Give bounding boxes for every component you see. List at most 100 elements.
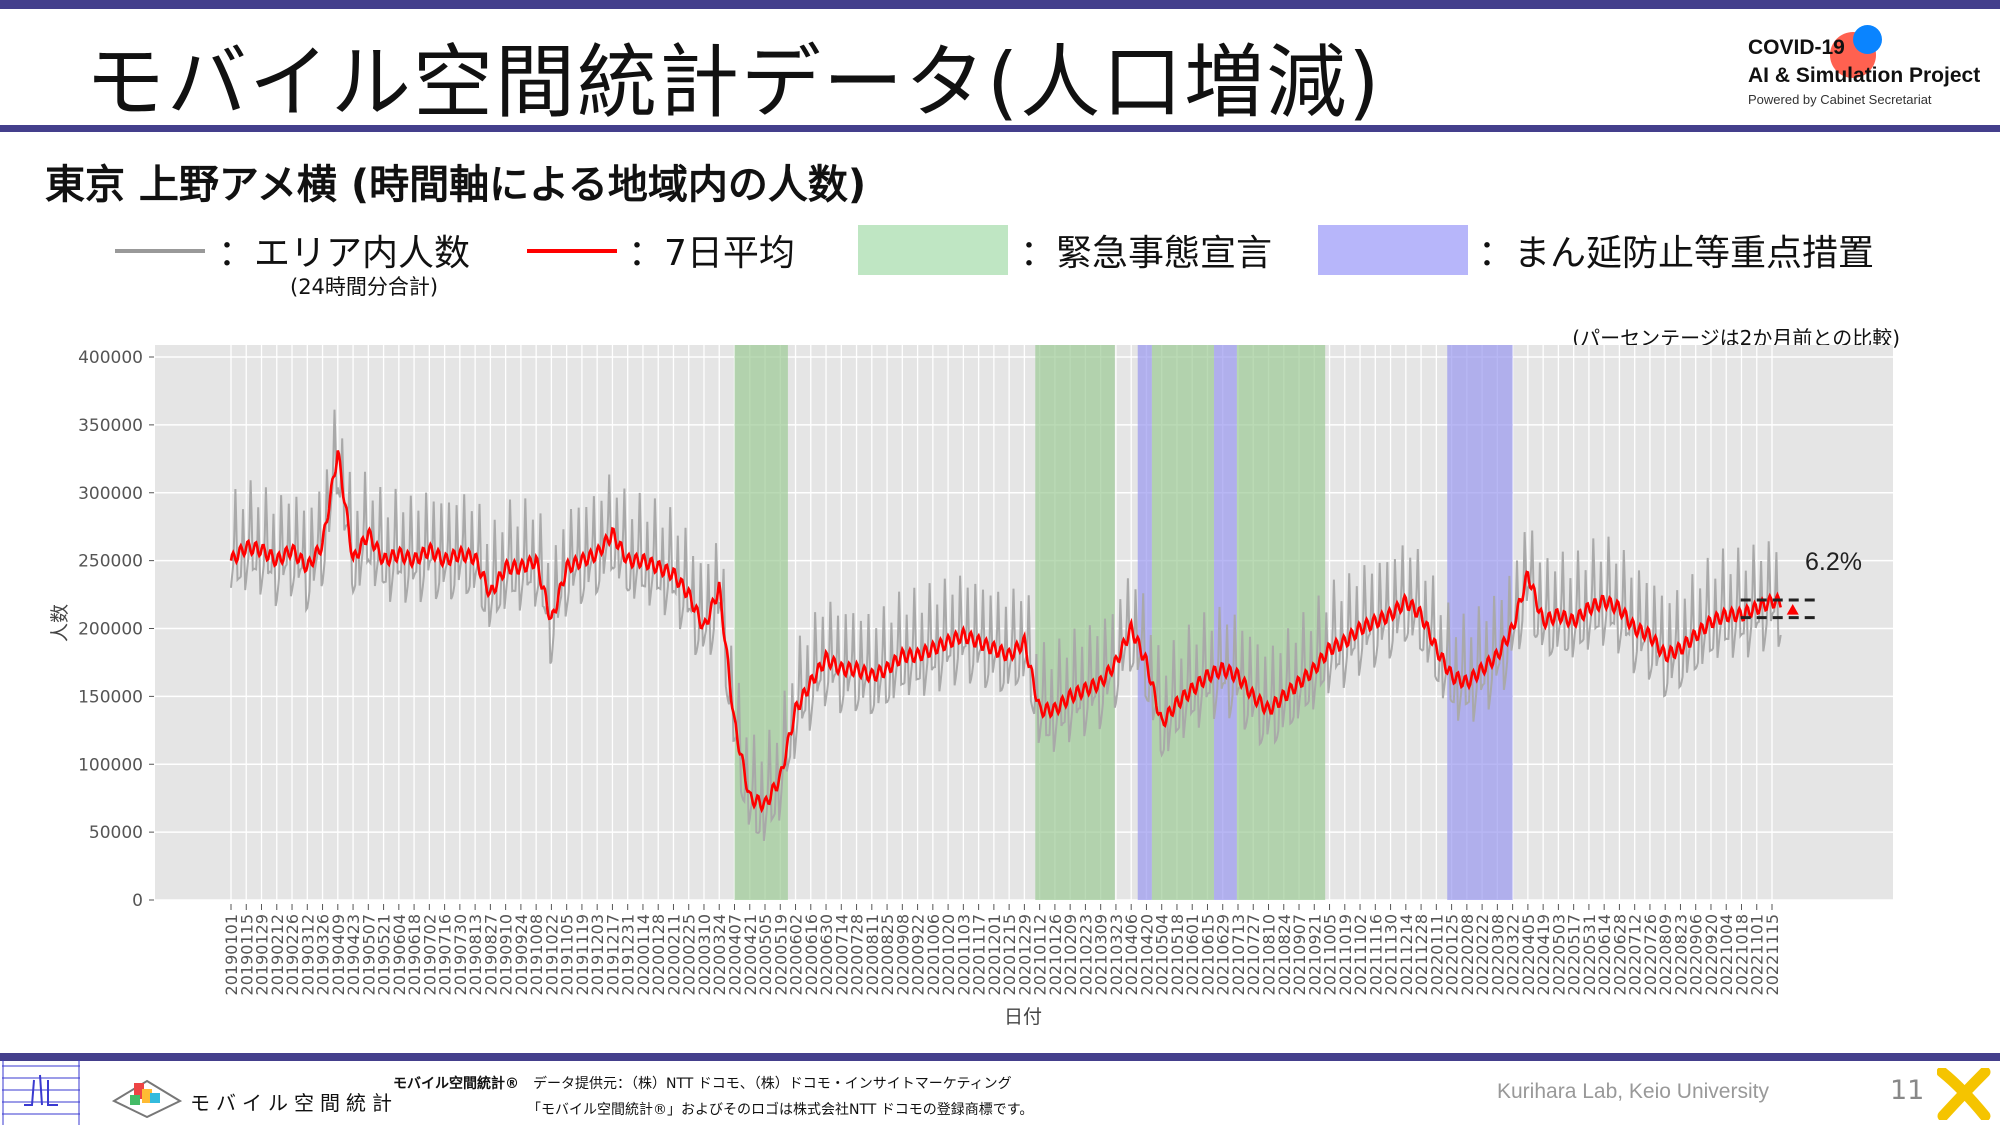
- top-bar: [0, 0, 2000, 9]
- y-tick-label: 50000: [89, 823, 143, 843]
- x-tick-label: 20210727: [1244, 914, 1263, 995]
- page-number: 11: [1890, 1075, 1925, 1106]
- footer-brand: モバイル空間統計: [190, 1091, 398, 1115]
- x-tick-label: 20200407: [725, 914, 744, 995]
- legend-area-label: ：エリア内人数: [218, 233, 471, 274]
- x-tick-label: 20200421: [741, 914, 760, 995]
- increase-arrow-icon: [1786, 603, 1799, 615]
- x-tick-label: 20210921: [1305, 914, 1324, 995]
- x-tick-label: 20200310: [695, 914, 714, 995]
- x-tick-label: 20210323: [1107, 914, 1126, 995]
- logo-line2: AI & Simulation Project: [1748, 64, 1981, 87]
- x-tick-label: 20190212: [268, 914, 287, 995]
- x-tick-label: 20220125: [1443, 914, 1462, 995]
- x-tick-label: 20211214: [1397, 914, 1416, 995]
- x-tick-label: 20220517: [1565, 914, 1584, 995]
- x-tick-label: 20210601: [1183, 914, 1202, 995]
- x-tick-label: 20200114: [634, 914, 653, 995]
- x-tick-label: 20191022: [542, 914, 561, 995]
- x-tick-label: 20210824: [1275, 914, 1294, 995]
- x-tick-label: 20191231: [619, 914, 638, 995]
- header-divider: [0, 125, 2000, 132]
- x-tick-label: 20220628: [1610, 914, 1629, 995]
- x-tick-label: 20200825: [878, 914, 897, 995]
- x-tick-label: 20200616: [802, 914, 821, 995]
- x-tick-label: 20190507: [359, 914, 378, 995]
- x-tick-label: 20191217: [603, 914, 622, 995]
- series-area-population: [230, 409, 1782, 842]
- x-tick-label: 20220222: [1473, 914, 1492, 995]
- x-tick-label: 20190129: [253, 914, 272, 995]
- x-tick-label: 20210907: [1290, 914, 1309, 995]
- shaded-period-emergency: [1035, 345, 1115, 900]
- y-tick-label: 150000: [78, 687, 143, 707]
- x-tick-label: 20211228: [1412, 914, 1431, 995]
- x-tick-label: 20221018: [1732, 914, 1751, 995]
- x-tick-label: 20221004: [1717, 914, 1736, 995]
- y-tick-label: 0: [132, 891, 143, 911]
- x-tick-label: 20200922: [909, 914, 928, 995]
- x-tick-label: 20190827: [481, 914, 500, 995]
- x-tick-label: 20200211: [664, 914, 683, 995]
- footer-provider: データ提供元：（株）NTT ドコモ、（株）ドコモ・インサイトマーケティング: [533, 1076, 1012, 1092]
- y-tick-label: 250000: [78, 552, 143, 572]
- legend-avg-label: ：7日平均: [628, 233, 795, 274]
- x-tick-label: 20220726: [1641, 914, 1660, 995]
- project-logo: COVID-19 AI & Simulation Project: [1748, 34, 1980, 90]
- x-tick-label: 20190604: [390, 914, 409, 995]
- x-tick-label: 20211116: [1366, 914, 1385, 995]
- x-tick-label: 20210504: [1153, 914, 1172, 995]
- x-tick-label: 20220712: [1626, 914, 1645, 995]
- x-tick-label: 20190730: [451, 914, 470, 995]
- x-tick-label: 20220322: [1504, 914, 1523, 995]
- x-tick-label: 20210112: [1031, 914, 1050, 995]
- x-tick-label: 20210126: [1046, 914, 1065, 995]
- x-tick-label: 20200225: [680, 914, 699, 995]
- legend-emergency-swatch: [858, 225, 1008, 275]
- x-tick-label: 20190924: [512, 914, 531, 995]
- x-tick-label: 20190409: [329, 914, 348, 995]
- legend-emergency-label: ：緊急事態宣言: [1020, 233, 1273, 274]
- x-tick-label: 20210518: [1168, 914, 1187, 995]
- footer-divider: [0, 1053, 2000, 1061]
- mobile-stats-logo-icon: [112, 1079, 182, 1118]
- lab-logo-icon: [2, 1060, 80, 1125]
- x-tick-label: 20200630: [817, 914, 836, 995]
- x-axis-label: 日付: [1004, 1006, 1042, 1028]
- y-axis-label: 人数: [49, 604, 71, 642]
- logo-line1: COVID-19: [1748, 36, 1845, 59]
- x-tick-label: 20200908: [893, 914, 912, 995]
- x-tick-label: 20220531: [1580, 914, 1599, 995]
- x-tick-label: 20191008: [527, 914, 546, 995]
- y-tick-label: 200000: [78, 620, 143, 640]
- y-tick-label: 350000: [78, 416, 143, 436]
- x-tick-label: 20210420: [1137, 914, 1156, 995]
- x-tick-label: 20191203: [588, 914, 607, 995]
- footer-brand-mark: モバイル空間統計®: [393, 1076, 519, 1092]
- x-tick-label: 20211019: [1336, 914, 1355, 995]
- chart: 6.2% 0 50000 100000 150000 200000 250000 300000…: [49, 345, 1893, 1028]
- series-7day-average: [229, 450, 1782, 814]
- x-tick-label: 20221115: [1763, 914, 1782, 995]
- x-tick-label: 20210406: [1122, 914, 1141, 995]
- chart-subtitle: 東京 上野アメ横 (時間軸による地域内の人数): [45, 162, 867, 208]
- x-tick-label: 20221101: [1748, 914, 1767, 995]
- logo-line3: Powered by Cabinet Secretariat: [1748, 92, 1932, 107]
- x-logo-icon: [1937, 1068, 1991, 1120]
- x-tick-label: 20210223: [1076, 914, 1095, 995]
- legend-area-sub: (24時間分合計): [290, 275, 439, 299]
- x-tick-label: 20201215: [1000, 914, 1019, 995]
- shaded-period-mambo: [1214, 345, 1237, 900]
- x-tick-label: 20200714: [832, 914, 851, 995]
- x-tick-label: 20220503: [1549, 914, 1568, 995]
- footer-trademark: 「モバイル空間統計®」およびそのロゴは株式会社NTT ドコモの登録商標です。: [527, 1102, 1034, 1118]
- shaded-period-emergency: [1236, 345, 1326, 900]
- x-tick-label: 20220614: [1595, 914, 1614, 995]
- x-tick-label: 20190702: [420, 914, 439, 995]
- x-tick-label: 20200602: [787, 914, 806, 995]
- legend-mambo-swatch: [1318, 225, 1468, 275]
- x-tick-label: 20200728: [848, 914, 867, 995]
- change-percentage-label: 6.2%: [1805, 548, 1862, 576]
- legend-mambo-label: ：まん延防止等重点措置: [1478, 233, 1875, 274]
- x-tick-label: 20211102: [1351, 914, 1370, 995]
